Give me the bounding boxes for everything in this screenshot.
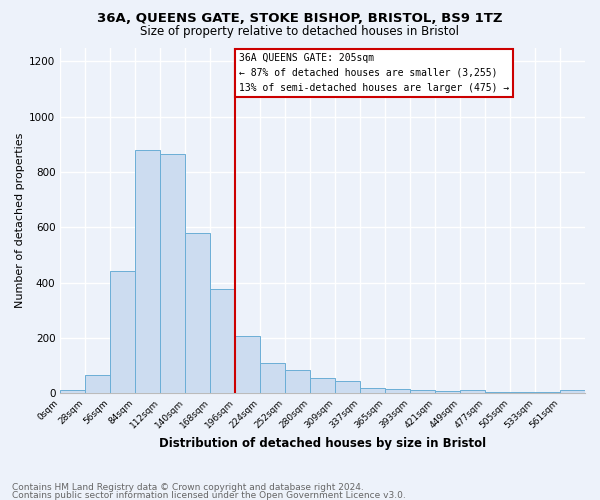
Bar (510, 392, 535, 393)
Bar (285, 370, 310, 393)
Text: 36A, QUEENS GATE, STOKE BISHOP, BRISTOL, BS9 1TZ: 36A, QUEENS GATE, STOKE BISHOP, BRISTOL,… (97, 12, 503, 26)
Text: 36A QUEENS GATE: 205sqm
← 87% of detached houses are smaller (3,255)
13% of semi: 36A QUEENS GATE: 205sqm ← 87% of detache… (239, 53, 509, 92)
Bar (310, 378, 335, 393)
Bar (60, 390, 85, 393)
Bar (135, 150, 160, 393)
Bar (560, 390, 585, 393)
Bar (160, 154, 185, 393)
Bar (385, 389, 410, 393)
Bar (210, 290, 235, 393)
Text: Size of property relative to detached houses in Bristol: Size of property relative to detached ho… (140, 25, 460, 38)
Text: Contains public sector information licensed under the Open Government Licence v3: Contains public sector information licen… (12, 490, 406, 500)
Bar (335, 382, 360, 393)
Bar (535, 392, 560, 393)
Text: Contains HM Land Registry data © Crown copyright and database right 2024.: Contains HM Land Registry data © Crown c… (12, 484, 364, 492)
Bar (460, 390, 485, 393)
Bar (435, 391, 460, 393)
Bar (360, 388, 385, 393)
Bar (185, 232, 210, 393)
X-axis label: Distribution of detached houses by size in Bristol: Distribution of detached houses by size … (159, 437, 486, 450)
Bar (260, 362, 285, 393)
Bar (485, 392, 510, 393)
Bar (110, 272, 135, 393)
Bar (85, 375, 110, 393)
Bar (235, 336, 260, 393)
Y-axis label: Number of detached properties: Number of detached properties (15, 132, 25, 308)
Bar (410, 390, 435, 393)
